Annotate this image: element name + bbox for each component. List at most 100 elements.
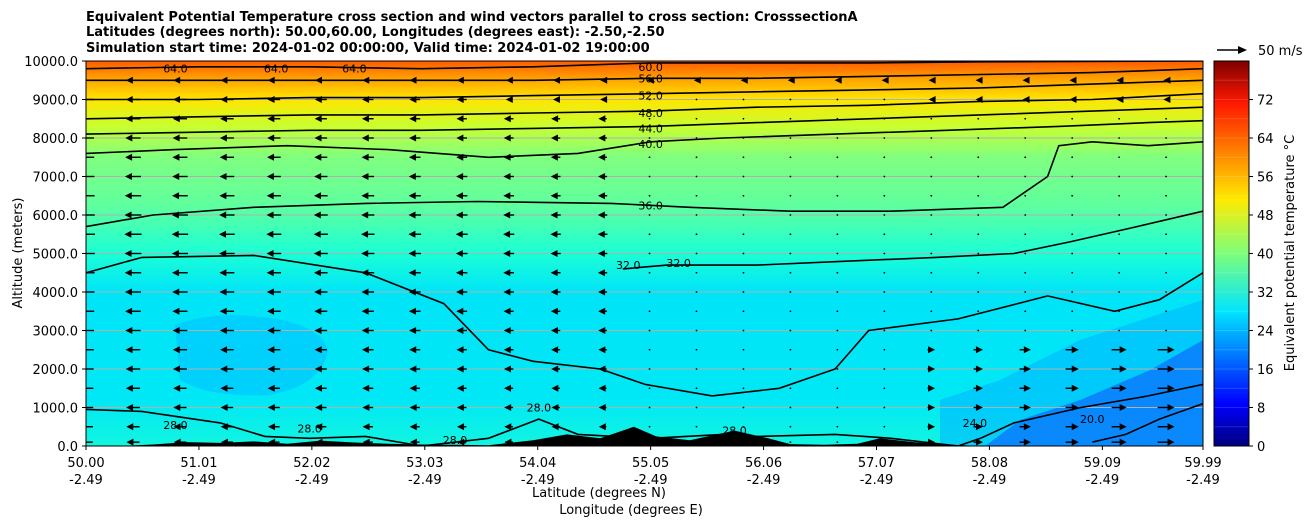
wind-vector (977, 310, 980, 313)
wind-vector (552, 96, 560, 103)
wind-vector (267, 404, 280, 411)
wind-vector (314, 115, 327, 123)
wind-vector (648, 156, 651, 159)
wind-vector (1157, 438, 1175, 446)
wind-vector (1165, 291, 1168, 293)
wind-vector (267, 115, 281, 123)
wind-vector (1111, 423, 1127, 431)
wind-vector (1024, 137, 1027, 139)
x-tick-label-lon: -2.49 (860, 473, 894, 488)
x-tick-label-lon: -2.49 (747, 473, 781, 488)
wind-vector (126, 423, 140, 431)
wind-vector (172, 346, 188, 354)
wind-vector (648, 214, 651, 216)
wind-vector (361, 230, 375, 238)
wind-vector (409, 346, 421, 354)
x-axis-label-lon: Longitude (degrees E) (559, 503, 703, 518)
wind-vector (1163, 96, 1171, 103)
wind-vector (1071, 329, 1074, 332)
wind-vector (883, 387, 886, 390)
wind-vector (86, 252, 95, 255)
wind-vector (789, 425, 792, 428)
wind-vector (883, 137, 886, 139)
wind-vector (977, 271, 980, 274)
wind-vector (789, 233, 792, 236)
wind-vector (836, 252, 839, 255)
wind-vector (883, 368, 886, 370)
wind-vector (928, 76, 936, 84)
wind-vector (1022, 76, 1030, 84)
x-tick-label-lon: -2.49 (973, 473, 1007, 488)
wind-vector (1024, 214, 1027, 216)
contour-label: 60.0 (638, 61, 663, 74)
wind-vector (836, 233, 839, 236)
wind-vector (927, 384, 936, 392)
wind-vector (314, 288, 328, 296)
contour-label: 28.0 (443, 434, 468, 447)
wind-vector (268, 438, 280, 446)
wind-vector (173, 404, 187, 411)
wind-vector (456, 288, 468, 296)
wind-key-label: 50 m/s (1258, 44, 1303, 59)
wind-vector (930, 310, 933, 313)
wind-vector (124, 288, 142, 296)
wind-vector (220, 423, 234, 431)
wind-vector (361, 327, 374, 334)
wind-vector (219, 153, 235, 161)
wind-vector (220, 76, 234, 84)
wind-vector (457, 423, 467, 431)
wind-vector (789, 368, 792, 370)
wind-vector (1071, 137, 1074, 139)
wind-vector (409, 96, 421, 103)
wind-vector (883, 233, 886, 236)
wind-vector (597, 250, 608, 257)
contour-line-32.0 (86, 254, 1203, 397)
wind-vector (408, 269, 421, 277)
wind-vector (836, 310, 839, 313)
wind-vector (1165, 117, 1168, 120)
wind-vector (550, 153, 561, 161)
wind-vector (1111, 346, 1127, 354)
wind-vector (1071, 271, 1074, 274)
wind-vector (504, 384, 514, 392)
wind-vector (550, 173, 561, 180)
wind-vector (172, 288, 188, 296)
wind-vector (219, 192, 235, 200)
x-tick-label-lon: -2.49 (182, 473, 216, 488)
colorbar: 0 8 16 24 32 40 48 56 64 72 Equivalent potential … (1213, 60, 1298, 455)
wind-vector (550, 288, 561, 296)
wind-vector (503, 211, 515, 219)
wind-vector (836, 387, 839, 390)
wind-vector (977, 194, 980, 197)
wind-vector (314, 307, 328, 315)
wind-vector (1019, 365, 1031, 373)
wind-vector (314, 192, 328, 200)
wind-vector (836, 291, 839, 293)
wind-vector (1111, 404, 1127, 411)
wind-vector (267, 134, 281, 142)
wind-vector (315, 423, 327, 431)
wind-vector (973, 423, 983, 431)
wind-vector (1111, 384, 1127, 392)
wind-vector (503, 346, 514, 354)
wind-vector (695, 252, 698, 255)
colorbar-tick-label: 56 (1257, 171, 1274, 186)
wind-vector (124, 250, 142, 257)
wind-vector (977, 291, 980, 293)
wind-vector (1024, 310, 1027, 313)
wind-vector (883, 348, 886, 351)
contour-line-48.0 (86, 92, 1203, 120)
y-axis-label: Altitude (meters) (11, 198, 26, 309)
wind-vector (1019, 404, 1031, 411)
wind-vector (503, 365, 514, 373)
wind-key-arrowhead (1238, 46, 1247, 54)
wind-vector (836, 271, 839, 274)
wind-vector (361, 211, 375, 219)
wind-vector (313, 250, 328, 257)
wind-vector (883, 271, 886, 274)
wind-vector (740, 76, 748, 84)
wind-vector (172, 153, 188, 161)
wind-vector (505, 76, 513, 84)
wind-vector (975, 76, 983, 84)
wind-vector (361, 346, 374, 354)
